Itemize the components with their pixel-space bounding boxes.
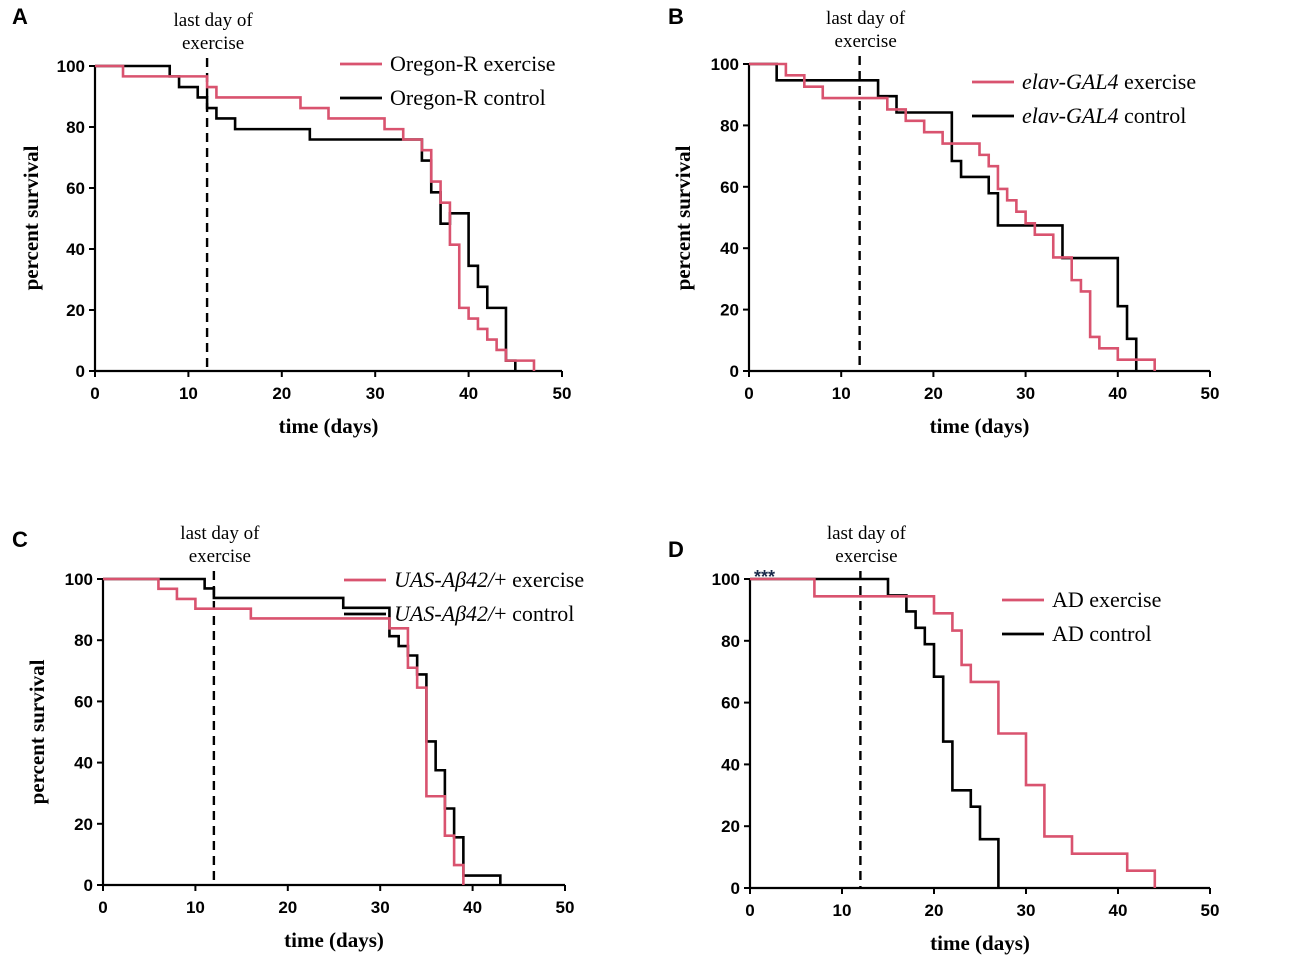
- series-line-exercise: [103, 577, 465, 885]
- series-line-exercise: [750, 577, 1157, 888]
- x-tick-label: 0: [98, 898, 107, 917]
- y-tick-label: 80: [66, 118, 85, 137]
- y-tick-label: 100: [57, 57, 85, 76]
- x-tick-label: 20: [925, 901, 944, 920]
- annotation-text: exercise: [835, 31, 897, 52]
- annotation-text: last day of: [826, 8, 906, 29]
- x-tick-label: 50: [1201, 901, 1220, 920]
- y-tick-label: 0: [731, 879, 740, 898]
- y-tick-label: 0: [730, 362, 739, 381]
- y-axis-label: percent survival: [19, 145, 43, 290]
- y-tick-label: 60: [66, 179, 85, 198]
- y-tick-label: 80: [721, 632, 740, 651]
- y-axis-label: percent survival: [671, 145, 695, 290]
- panel-b: B percent survival 0 20 40 60 80 100 0 10 20 30 40…: [668, 4, 1219, 438]
- x-tick-label: 20: [278, 898, 297, 917]
- legend-label: AD control: [1052, 621, 1152, 646]
- x-tick-label: 40: [1109, 901, 1128, 920]
- x-tick-label: 20: [924, 384, 943, 403]
- x-tick-label: 40: [1108, 384, 1127, 403]
- x-tick-label: 10: [186, 898, 205, 917]
- x-tick-label: 10: [832, 384, 851, 403]
- annotation-text: exercise: [189, 546, 251, 567]
- panel-letter: D: [668, 537, 684, 562]
- y-tick-label: 40: [720, 239, 739, 258]
- y-tick-label: 40: [66, 240, 85, 259]
- x-axis-label: time (days): [930, 931, 1030, 955]
- x-tick-label: 30: [366, 384, 385, 403]
- y-tick-label: 100: [65, 570, 93, 589]
- legend-label: UAS-Aβ42/+ control: [394, 601, 574, 626]
- series-line-control: [749, 62, 1138, 371]
- y-tick-label: 60: [721, 694, 740, 713]
- series-line-control: [103, 577, 502, 885]
- annotation-text: last day of: [827, 523, 907, 544]
- x-tick-label: 10: [179, 384, 198, 403]
- x-axis-label: time (days): [284, 928, 384, 952]
- panel-c: C percent survival 0 20 40 60 80 100 0 10 20 30 40…: [12, 523, 584, 952]
- y-tick-label: 60: [720, 178, 739, 197]
- annotation-text: exercise: [182, 33, 244, 54]
- x-tick-label: 0: [90, 384, 99, 403]
- y-tick-label: 20: [74, 815, 93, 834]
- legend-label: elav-GAL4 exercise: [1022, 69, 1196, 94]
- x-tick-label: 50: [553, 384, 572, 403]
- y-tick-label: 0: [84, 876, 93, 895]
- annotation-text: last day of: [180, 523, 260, 544]
- y-tick-label: 0: [76, 362, 85, 381]
- panel-a: A percent survival 0 20 40 60 80 100 0 10 20 30 40…: [12, 4, 571, 438]
- series-line-exercise: [749, 62, 1156, 371]
- y-tick-label: 20: [66, 301, 85, 320]
- y-tick-label: 100: [711, 55, 739, 74]
- legend-label: AD exercise: [1052, 587, 1161, 612]
- y-tick-label: 40: [74, 754, 93, 773]
- legend-label: UAS-Aβ42/+ exercise: [394, 567, 584, 592]
- x-axis-label: time (days): [279, 414, 379, 438]
- legend-label: Oregon-R control: [390, 85, 546, 110]
- y-tick-label: 40: [721, 755, 740, 774]
- x-tick-label: 40: [463, 898, 482, 917]
- x-tick-label: 40: [459, 384, 478, 403]
- legend-label: elav-GAL4 control: [1022, 103, 1186, 128]
- x-tick-label: 20: [272, 384, 291, 403]
- x-axis-label: time (days): [930, 414, 1030, 438]
- y-tick-label: 100: [712, 570, 740, 589]
- x-tick-label: 0: [744, 384, 753, 403]
- panel-d: D 0 20 40 60 80 100 0 10 20 30 40 50 time (days) last…: [668, 523, 1219, 955]
- x-tick-label: 30: [1016, 384, 1035, 403]
- series-line-exercise: [95, 64, 536, 371]
- y-tick-label: 80: [720, 116, 739, 135]
- x-tick-label: 0: [745, 901, 754, 920]
- panel-letter: C: [12, 527, 28, 552]
- x-tick-label: 50: [1201, 384, 1220, 403]
- series-line-control: [95, 64, 517, 371]
- x-tick-label: 10: [833, 901, 852, 920]
- y-tick-label: 80: [74, 631, 93, 650]
- annotation-text: last day of: [174, 10, 254, 31]
- legend-label: Oregon-R exercise: [390, 51, 556, 76]
- x-tick-label: 30: [1017, 901, 1036, 920]
- y-tick-label: 20: [721, 817, 740, 836]
- annotation-text: exercise: [835, 546, 897, 567]
- x-tick-label: 30: [371, 898, 390, 917]
- series-line-control: [750, 577, 1000, 888]
- y-axis-label: percent survival: [25, 659, 49, 804]
- panel-letter: A: [12, 4, 28, 29]
- significance-marker: ***: [754, 567, 775, 587]
- y-tick-label: 60: [74, 692, 93, 711]
- y-tick-label: 20: [720, 301, 739, 320]
- x-tick-label: 50: [556, 898, 575, 917]
- panel-letter: B: [668, 4, 684, 29]
